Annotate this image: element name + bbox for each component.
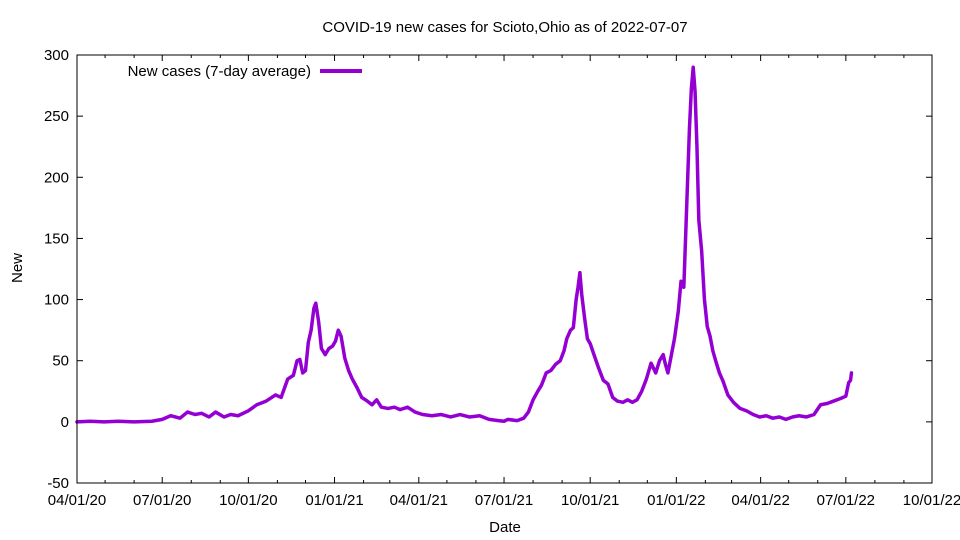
legend-label: New cases (7-day average): [128, 63, 311, 80]
legend: New cases (7-day average): [128, 63, 362, 80]
x-axis-label: Date: [489, 519, 521, 536]
x-tick-label: 04/01/22: [731, 492, 789, 509]
y-tick-label: 0: [61, 414, 69, 431]
x-tick-label: 07/01/22: [817, 492, 875, 509]
series-line-new-cases: [75, 65, 854, 424]
y-axis-label: New: [9, 253, 26, 283]
x-tick-label: 07/01/21: [475, 492, 533, 509]
y-axis-ticks: -50 0 50 100 150 200 250 300: [44, 47, 932, 492]
plot-area-frame: [76, 54, 933, 484]
chart-title: COVID-19 new cases for Scioto,Ohio as of…: [322, 19, 687, 36]
x-tick-label: 10/01/21: [561, 492, 619, 509]
x-tick-label: 04/01/21: [390, 492, 448, 509]
x-tick-label: 04/01/20: [48, 492, 106, 509]
x-tick-label: 10/01/22: [903, 492, 960, 509]
y-tick-label: 200: [44, 169, 69, 186]
y-tick-label: 100: [44, 292, 69, 309]
y-tick-label: 150: [44, 230, 69, 247]
y-tick-label: 250: [44, 108, 69, 125]
x-tick-label: 10/01/20: [219, 492, 277, 509]
y-tick-label: 300: [44, 47, 69, 64]
x-tick-label: 01/01/22: [647, 492, 705, 509]
x-tick-label: 07/01/20: [133, 492, 191, 509]
y-tick-label: 50: [52, 353, 69, 370]
y-tick-label: -50: [47, 475, 69, 492]
x-tick-label: 01/01/21: [305, 492, 363, 509]
x-axis-ticks: 04/01/20 07/01/20 10/01/20 01/01/21 04/01/21…: [48, 55, 960, 509]
